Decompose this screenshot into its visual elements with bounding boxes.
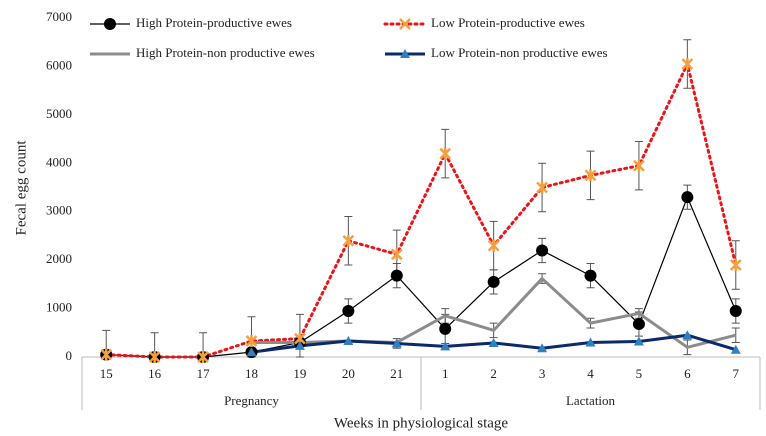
marker [246, 347, 257, 357]
y-axis-label: Fecal egg count [13, 140, 29, 236]
group-label: Lactation [566, 393, 616, 408]
marker [536, 181, 548, 194]
x-tick-label: 3 [539, 366, 546, 381]
y-tick-label: 1000 [46, 300, 72, 315]
group-label: Pregnancy [224, 393, 279, 408]
marker [342, 304, 355, 317]
y-tick-label: 2000 [46, 251, 72, 266]
marker [633, 159, 645, 172]
marker [537, 343, 548, 353]
legend-label: Low Protein-non productive ewes [431, 45, 608, 60]
y-tick-label: 0 [66, 348, 73, 363]
marker [390, 248, 403, 261]
marker [439, 147, 452, 160]
x-tick-label: 19 [293, 366, 306, 381]
legend-marker [104, 18, 116, 30]
marker [585, 337, 596, 347]
legend-marker [400, 49, 410, 58]
marker [390, 269, 403, 282]
marker [100, 348, 113, 361]
x-tick-label: 5 [636, 366, 643, 381]
series-line [104, 62, 738, 359]
marker [440, 341, 451, 351]
marker [536, 244, 549, 257]
x-axis-label: Weeks in physiological stage [334, 415, 509, 431]
marker [197, 351, 209, 363]
legend-label: High Protein-productive ewes [136, 15, 292, 30]
marker [584, 169, 597, 182]
y-tick-label: 7000 [46, 9, 72, 24]
marker [681, 58, 694, 71]
marker [730, 344, 741, 354]
marker [391, 338, 402, 348]
marker [632, 318, 645, 331]
x-tick-label: 2 [490, 366, 497, 381]
x-tick-label: 15 [100, 366, 113, 381]
marker [488, 337, 499, 347]
marker [682, 330, 693, 340]
y-tick-label: 3000 [46, 203, 72, 218]
x-tick-label: 18 [245, 366, 258, 381]
y-tick-label: 4000 [46, 154, 72, 169]
marker [487, 239, 500, 252]
x-tick-label: 21 [390, 366, 403, 381]
y-tick-label: 5000 [46, 106, 72, 121]
legend-label: High Protein-non productive ewes [136, 45, 315, 60]
marker [294, 340, 305, 350]
x-tick-label: 7 [733, 366, 740, 381]
x-tick-label: 17 [197, 366, 211, 381]
marker [148, 351, 161, 363]
legend-label: Low Protein-productive ewes [431, 15, 585, 30]
marker [681, 191, 694, 204]
marker [342, 234, 355, 247]
marker [343, 336, 354, 346]
marker [487, 275, 500, 288]
x-tick-label: 16 [148, 366, 162, 381]
legend-marker [399, 18, 411, 30]
y-tick-label: 6000 [46, 57, 72, 72]
error-bar [731, 327, 740, 343]
marker [245, 335, 258, 348]
x-tick-label: 6 [684, 366, 691, 381]
marker [729, 304, 742, 317]
marker [439, 322, 452, 335]
marker [729, 258, 742, 271]
x-tick-label: 4 [587, 366, 594, 381]
x-tick-label: 20 [342, 366, 355, 381]
x-tick-label: 1 [442, 366, 449, 381]
marker [584, 269, 597, 282]
marker [633, 336, 644, 346]
